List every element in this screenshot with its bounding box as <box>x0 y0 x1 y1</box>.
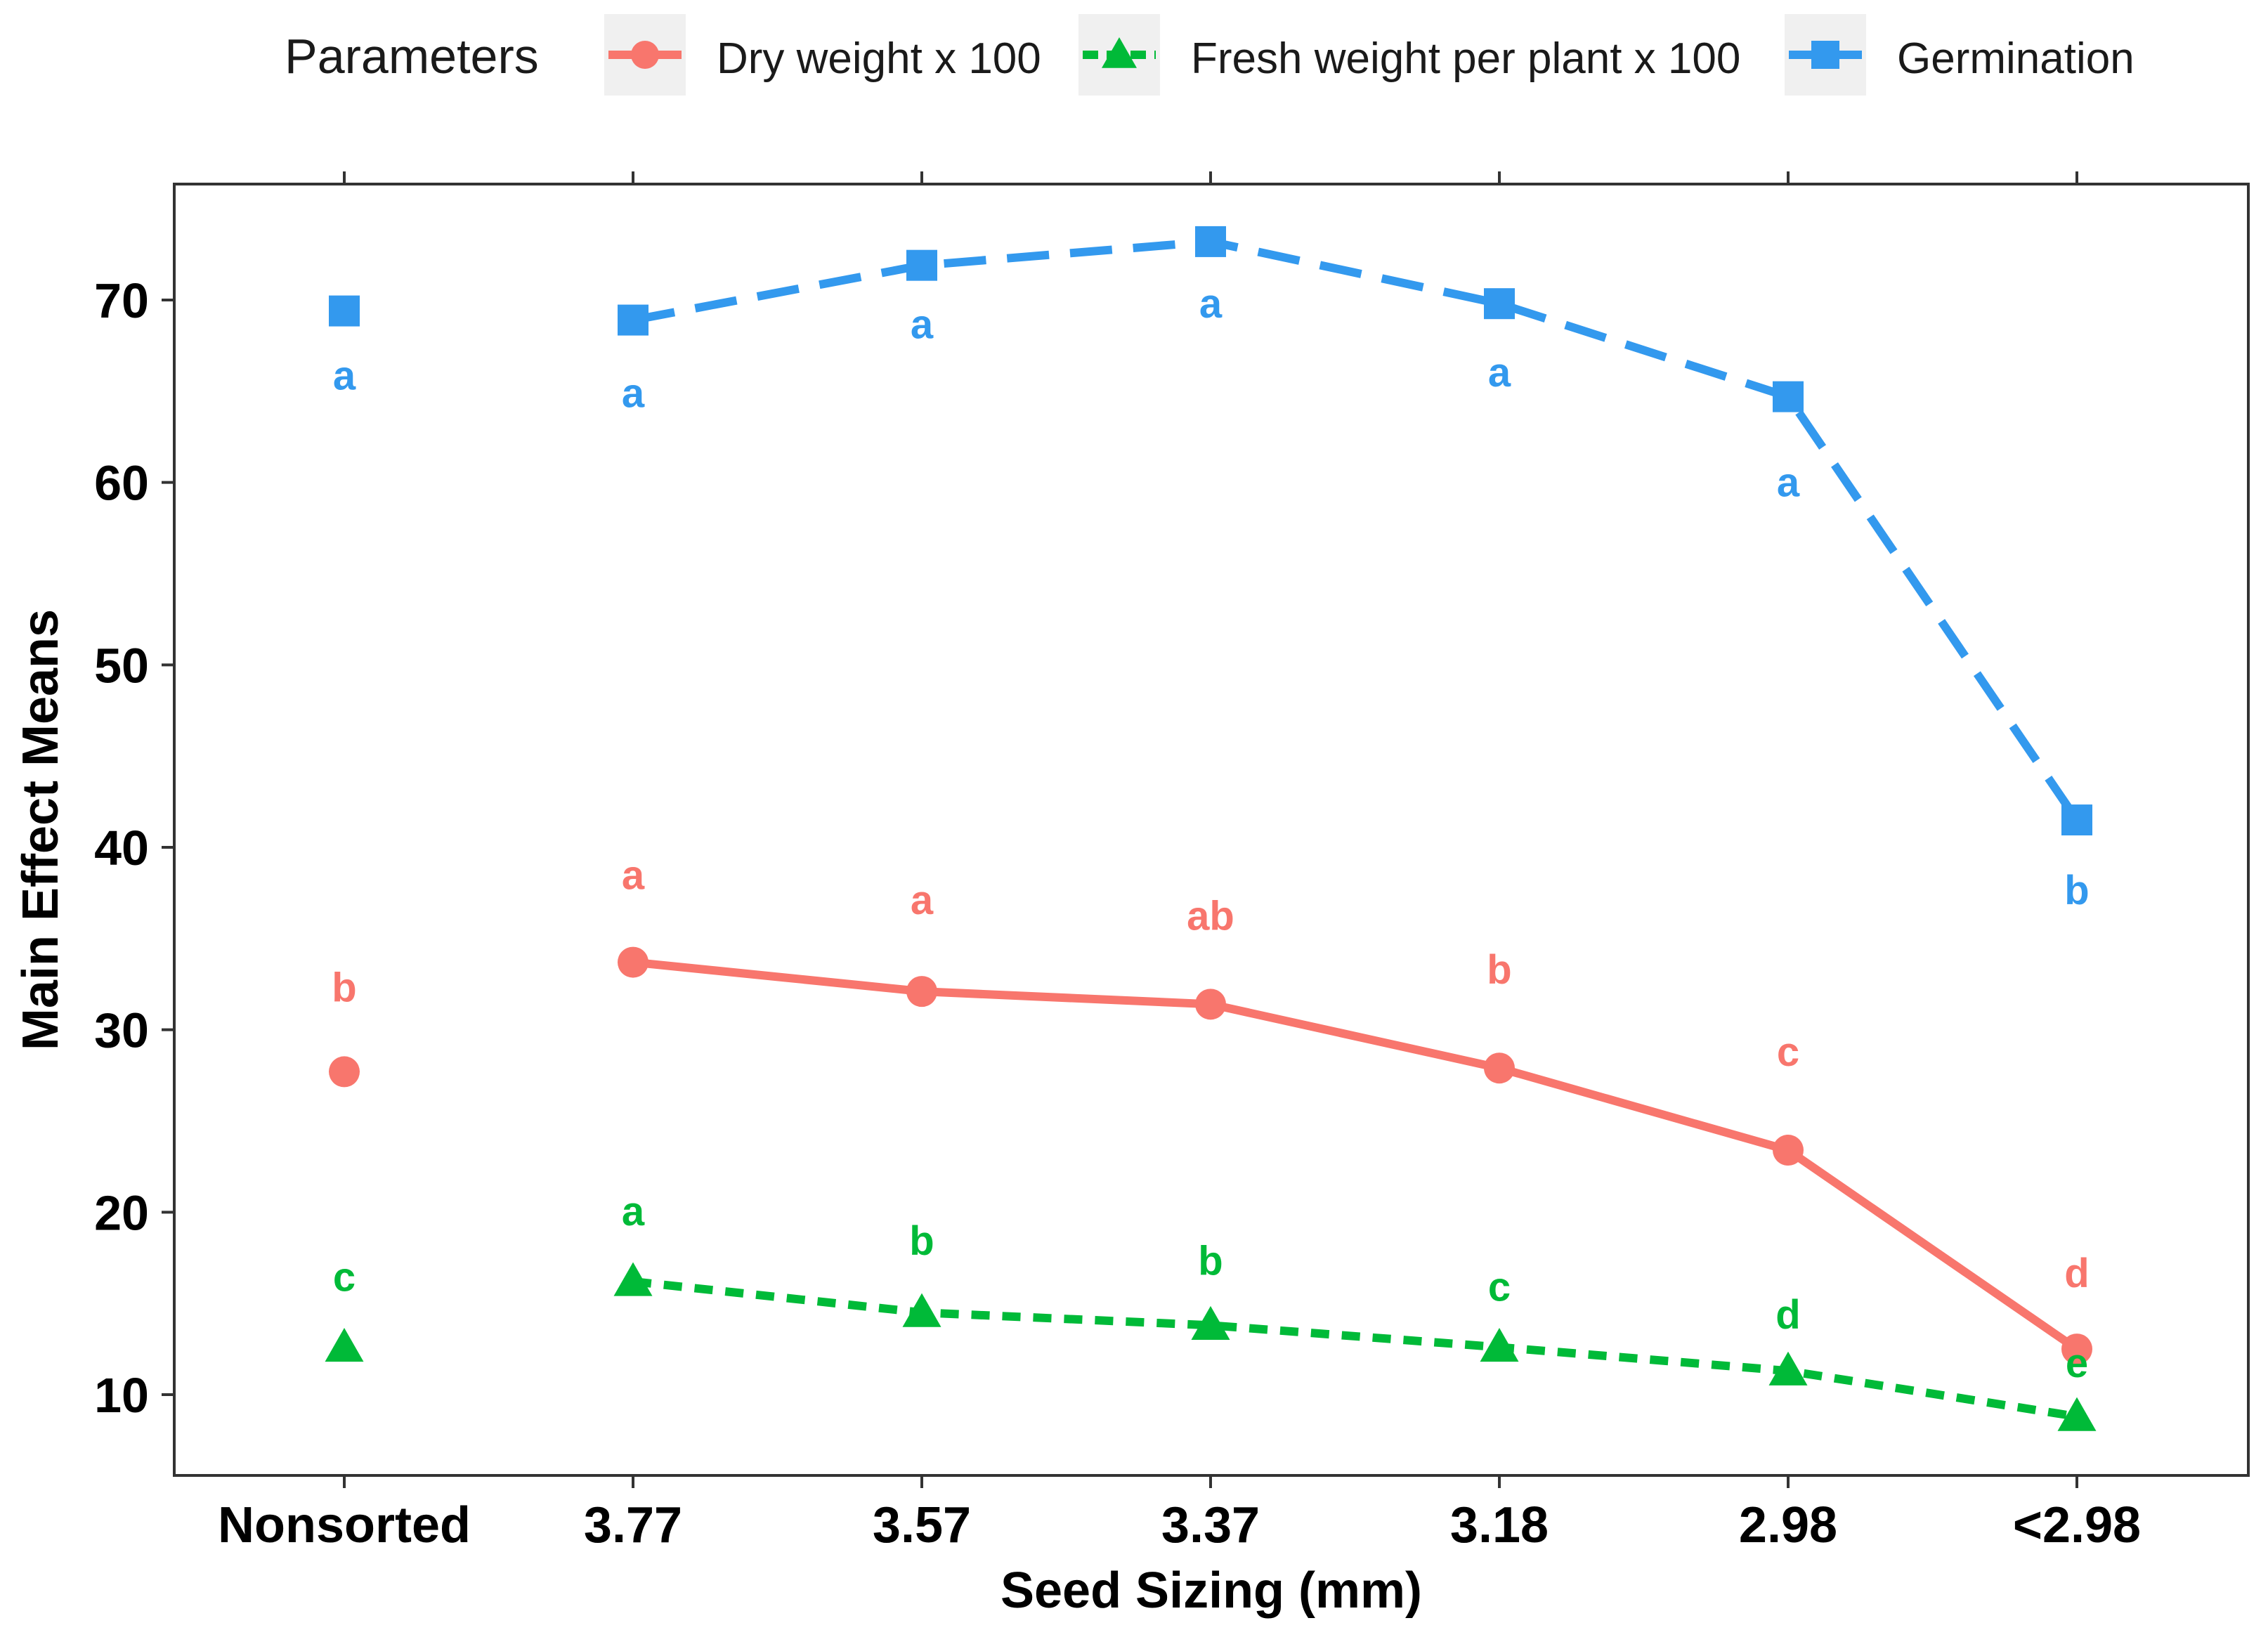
data-point <box>1773 1135 1804 1166</box>
data-point <box>906 249 937 281</box>
significance-letter: b <box>909 1218 934 1264</box>
data-point <box>1195 989 1226 1020</box>
data-point <box>1768 1351 1808 1386</box>
y-tick-label: 50 <box>94 638 149 693</box>
legend: Parameters Dry weight x 100 Fresh weight … <box>285 14 2135 96</box>
legend-item: Fresh weight per plant x 100 <box>1078 14 1740 96</box>
data-point <box>329 295 360 327</box>
legend-title: Parameters <box>285 29 539 84</box>
significance-letter: ab <box>1187 893 1234 939</box>
series-line <box>632 237 2080 823</box>
data-point <box>1191 1305 1230 1340</box>
significance-letter: d <box>1775 1292 1800 1338</box>
significance-letter: a <box>911 302 934 348</box>
data-point <box>618 946 649 978</box>
y-axis: 10 20 30 40 50 60 70 <box>94 273 174 1423</box>
data-point <box>2061 804 2092 836</box>
significance-letter: b <box>1487 947 1511 993</box>
legend-key-marker <box>1811 41 1839 69</box>
x-tick-label: Nonsorted <box>218 1497 471 1553</box>
legend-item: Dry weight x 100 <box>604 14 1041 96</box>
data-point <box>902 1293 941 1327</box>
y-tick-label: 60 <box>94 456 149 511</box>
legend-key-marker <box>631 41 659 69</box>
significance-letter: c <box>333 1254 356 1300</box>
legend-label: Dry weight x 100 <box>717 34 1041 83</box>
data-point <box>1484 1052 1515 1084</box>
significance-letter: e <box>2066 1341 2088 1386</box>
y-tick-label: 20 <box>94 1185 149 1240</box>
data-point <box>329 1056 360 1088</box>
x-axis-title: Seed Sizing (mm) <box>1001 1563 1422 1619</box>
series-line <box>632 1277 2078 1421</box>
data-point <box>618 304 649 336</box>
significance-letter: a <box>622 1189 645 1234</box>
data-point <box>325 1327 364 1362</box>
y-tick-label: 30 <box>94 1003 149 1058</box>
legend-item: Germination <box>1785 14 2135 96</box>
legend-label: Fresh weight per plant x 100 <box>1191 34 1740 83</box>
x-tick-label: <2.98 <box>2013 1497 2141 1553</box>
x-tick-label: 3.77 <box>584 1497 682 1553</box>
x-tick-label: 3.18 <box>1450 1497 1549 1553</box>
y-tick-label: 70 <box>94 273 149 328</box>
significance-letter: a <box>1777 460 1800 506</box>
significance-letter: d <box>2064 1251 2089 1296</box>
x-tick-label: 3.57 <box>873 1497 971 1553</box>
data-point <box>2057 1397 2097 1431</box>
significance-letter: a <box>622 853 645 899</box>
significance-letter: c <box>1488 1264 1511 1310</box>
data-point <box>1773 381 1804 412</box>
x-tick-label: 2.98 <box>1739 1497 1837 1553</box>
significance-letter: b <box>2064 868 2089 913</box>
significance-letter: c <box>1777 1029 1799 1075</box>
legend-key-marker <box>1102 37 1137 68</box>
plot-panel <box>173 183 2250 1477</box>
x-axis: Nonsorted 3.77 3.57 3.37 3.18 2.98 <2.98 <box>218 171 2141 1553</box>
legend-label: Germination <box>1897 34 2135 83</box>
data-point <box>1195 226 1226 257</box>
significance-letter: a <box>622 371 645 417</box>
data-point <box>2061 1334 2092 1365</box>
y-axis-title: Main Effect Means <box>13 609 69 1050</box>
data-point <box>1480 1327 1519 1362</box>
y-tick-label: 40 <box>94 821 149 875</box>
significance-letter: a <box>911 878 934 923</box>
significance-letter: b <box>1198 1238 1223 1284</box>
series-line <box>632 958 2080 1353</box>
data-point <box>906 976 937 1008</box>
significance-letter: a <box>1199 281 1223 327</box>
y-tick-label: 10 <box>94 1368 149 1423</box>
data-point <box>613 1262 653 1296</box>
series-germination: a a a a a a b <box>329 226 2092 913</box>
significance-letter: b <box>332 965 356 1010</box>
data-point <box>1484 288 1515 320</box>
significance-letter: a <box>1488 350 1511 396</box>
significance-letter: a <box>333 353 356 399</box>
x-tick-label: 3.37 <box>1161 1497 1260 1553</box>
